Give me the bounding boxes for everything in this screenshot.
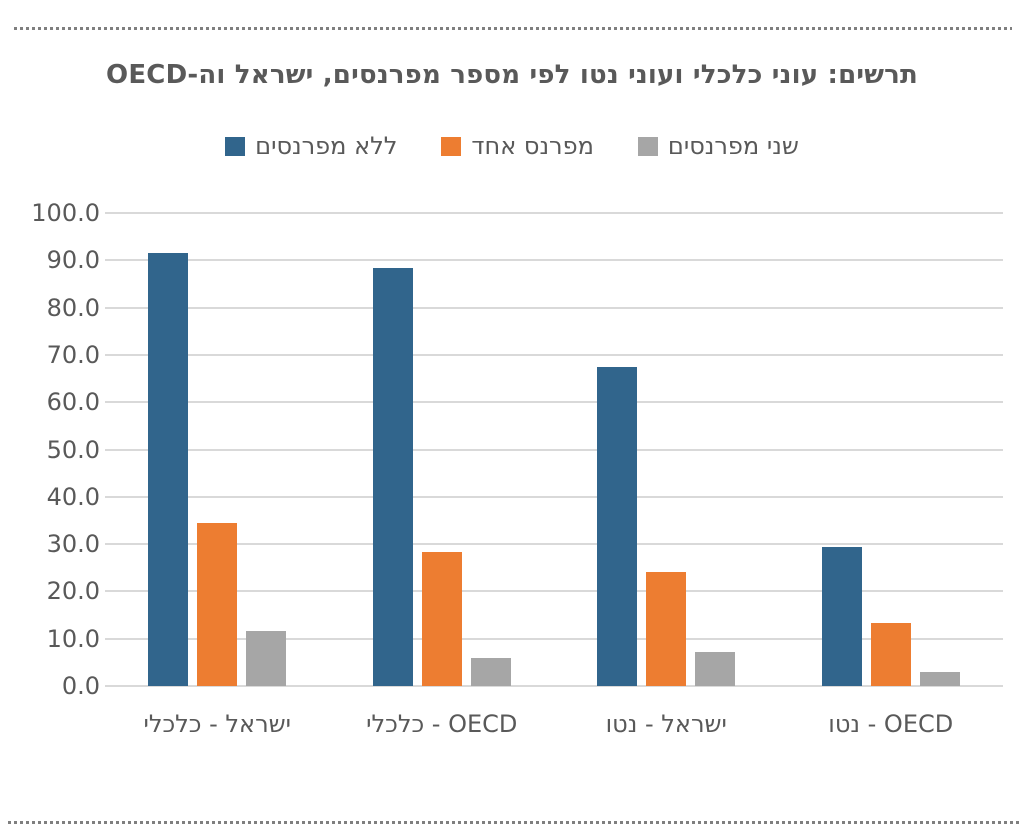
x-axis-category-label: ישראל - נטו xyxy=(605,710,727,738)
bar-series-2-cat-1 xyxy=(470,657,511,686)
x-axis-category-label: ישראל - כלכלי xyxy=(143,710,292,738)
gridline xyxy=(105,401,1003,404)
bottom-dotted-rule xyxy=(8,821,1022,824)
bar-series-0-cat-1 xyxy=(372,267,413,686)
y-axis-tick-label: 30.0 xyxy=(46,530,100,559)
y-axis-tick-label: 0.0 xyxy=(61,672,100,700)
legend-label: מפרנס אחד xyxy=(471,132,594,160)
legend-swatch-icon xyxy=(441,136,462,156)
legend-item-0: ללא מפרנסים xyxy=(225,132,397,160)
gridline xyxy=(105,306,1003,309)
bar-series-2-cat-2 xyxy=(695,651,736,686)
gridline xyxy=(105,637,1003,640)
bar-series-1-cat-3 xyxy=(870,622,911,686)
y-axis-tick-label: 100.0 xyxy=(31,199,100,227)
bar-series-2-cat-3 xyxy=(919,672,960,686)
y-axis-tick-label: 40.0 xyxy=(46,482,100,511)
legend-swatch-icon xyxy=(637,136,658,156)
gridline xyxy=(105,353,1003,356)
x-axis-line xyxy=(105,685,1003,687)
legend-item-2: שני מפרנסים xyxy=(637,132,799,160)
bar-series-0-cat-0 xyxy=(148,253,189,686)
bar-series-2-cat-0 xyxy=(246,631,287,686)
x-axis-category-label: OECD - כלכלי xyxy=(366,710,518,738)
plot-area xyxy=(105,212,1003,687)
bar-series-1-cat-2 xyxy=(646,572,687,686)
x-axis-category-label: OECD - נטו xyxy=(828,710,954,738)
gridline xyxy=(105,212,1003,214)
chart-title: תרשים: עוני כלכלי ועוני נטו לפי מספר מפר… xyxy=(106,60,918,90)
bar-series-0-cat-3 xyxy=(821,547,862,686)
y-axis-tick-label: 60.0 xyxy=(46,388,100,417)
y-axis-tick-label: 70.0 xyxy=(46,340,100,369)
legend-swatch-icon xyxy=(225,136,246,156)
y-axis-tick-label: 10.0 xyxy=(46,624,100,653)
legend-label: ללא מפרנסים xyxy=(255,132,398,160)
top-dotted-rule xyxy=(14,27,1012,30)
x-axis-labels: ישראל - כלכלי OECD - כלכלי ישראל - נטו OECD… xyxy=(0,710,1024,750)
y-axis-tick-label: 80.0 xyxy=(46,293,100,322)
bar-series-0-cat-2 xyxy=(597,367,638,686)
chart-legend: ללא מפרנסים מפרנס אחד שני מפרנסים xyxy=(0,132,1024,160)
bar-series-1-cat-0 xyxy=(197,523,238,686)
bar-series-1-cat-1 xyxy=(421,551,462,686)
gridline xyxy=(105,590,1003,593)
legend-item-1: מפרנס אחד xyxy=(441,132,594,160)
gridline xyxy=(105,543,1003,546)
legend-label: שני מפרנסים xyxy=(667,132,799,160)
gridline xyxy=(105,259,1003,262)
gridline xyxy=(105,495,1003,498)
gridline xyxy=(105,448,1003,451)
y-axis-tick-label: 20.0 xyxy=(46,577,100,606)
y-axis-tick-label: 50.0 xyxy=(46,435,100,464)
y-axis-labels: 0.0 10.0 20.0 30.0 40.0 50.0 60.0 70.0 80.0 90.0 1… xyxy=(0,0,100,828)
y-axis-tick-label: 90.0 xyxy=(46,246,100,275)
